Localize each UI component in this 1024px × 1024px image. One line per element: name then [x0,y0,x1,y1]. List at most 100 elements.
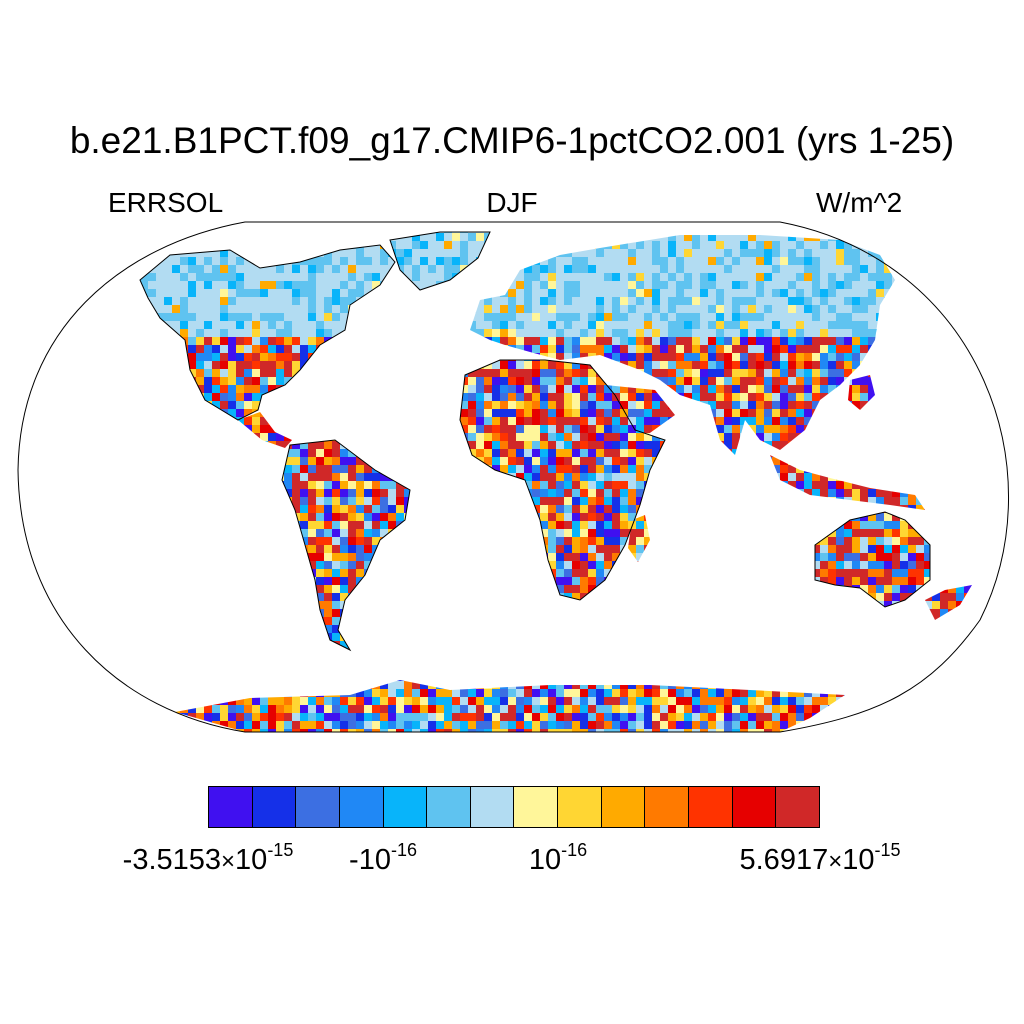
grid-cell [324,353,332,361]
grid-cell [604,361,612,369]
grid-cell [940,417,948,425]
grid-cell [180,553,188,561]
grid-cell [980,257,988,265]
grid-cell [508,425,516,433]
grid-cell [516,489,524,497]
grid-cell [908,449,916,457]
grid-cell [356,353,364,361]
grid-cell [900,345,908,353]
grid-cell [156,385,164,393]
grid-cell [516,273,524,281]
grid-cell [764,441,772,449]
grid-cell [804,249,812,257]
grid-cell [148,457,156,465]
grid-cell [804,529,812,537]
grid-cell [204,257,212,265]
grid-cell [244,449,252,457]
grid-cell [516,369,524,377]
grid-cell [460,417,468,425]
grid-cell [444,345,452,353]
grid-cell [620,321,628,329]
grid-cell [380,369,388,377]
grid-cell [972,265,980,273]
grid-cell [228,473,236,481]
grid-cell [692,465,700,473]
grid-cell [380,297,388,305]
grid-cell [844,305,852,313]
grid-cell [724,305,732,313]
grid-cell [908,425,916,433]
grid-cell [356,232,364,233]
grid-cell [172,537,180,545]
grid-cell [932,281,940,289]
grid-cell [468,297,476,305]
grid-cell [116,433,124,441]
grid-cell [908,505,916,513]
grid-cell [420,529,428,537]
grid-cell [852,385,860,393]
grid-cell [636,513,644,521]
grid-cell [212,417,220,425]
grid-cell [364,513,372,521]
grid-cell [612,449,620,457]
grid-cell [204,281,212,289]
grid-cell [380,473,388,481]
grid-cell [796,385,804,393]
grid-cell [260,281,268,289]
grid-cell [772,273,780,281]
grid-cell [348,281,356,289]
grid-cell [396,289,404,297]
grid-cell [844,545,852,553]
grid-cell [804,545,812,553]
grid-cell [636,337,644,345]
grid-cell [860,409,868,417]
grid-cell [716,249,724,257]
grid-cell [364,273,372,281]
grid-cell [660,233,668,241]
grid-cell [708,241,716,249]
grid-cell [404,369,412,377]
grid-cell [932,425,940,433]
grid-cell [236,433,244,441]
grid-cell [196,513,204,521]
grid-cell [564,233,572,241]
grid-cell [588,385,596,393]
grid-cell [76,529,84,537]
grid-cell [980,361,988,369]
grid-cell [884,249,892,257]
grid-cell [572,393,580,401]
grid-cell [588,473,596,481]
grid-cell [588,401,596,409]
grid-cell [916,465,924,473]
grid-cell [244,233,252,241]
grid-cell [84,561,92,569]
grid-cell [436,513,444,521]
grid-cell [940,321,948,329]
grid-cell [564,321,572,329]
grid-cell [236,465,244,473]
grid-cell [308,529,316,537]
grid-cell [620,361,628,369]
grid-cell [220,497,228,505]
grid-cell [580,473,588,481]
grid-cell [628,353,636,361]
grid-cell [300,273,308,281]
grid-cell [548,473,556,481]
grid-cell [924,529,932,537]
grid-cell [580,345,588,353]
grid-cell [796,337,804,345]
grid-cell [644,497,652,505]
grid-cell [876,433,884,441]
grid-cell [276,329,284,337]
grid-cell [100,465,108,473]
grid-cell [916,281,924,289]
grid-cell [676,329,684,337]
grid-cell [676,529,684,537]
grid-cell [524,393,532,401]
grid-cell [68,233,76,241]
grid-cell [748,417,756,425]
grid-cell [68,281,76,289]
grid-cell [676,553,684,561]
grid-cell [268,425,276,433]
grid-cell [364,553,372,561]
